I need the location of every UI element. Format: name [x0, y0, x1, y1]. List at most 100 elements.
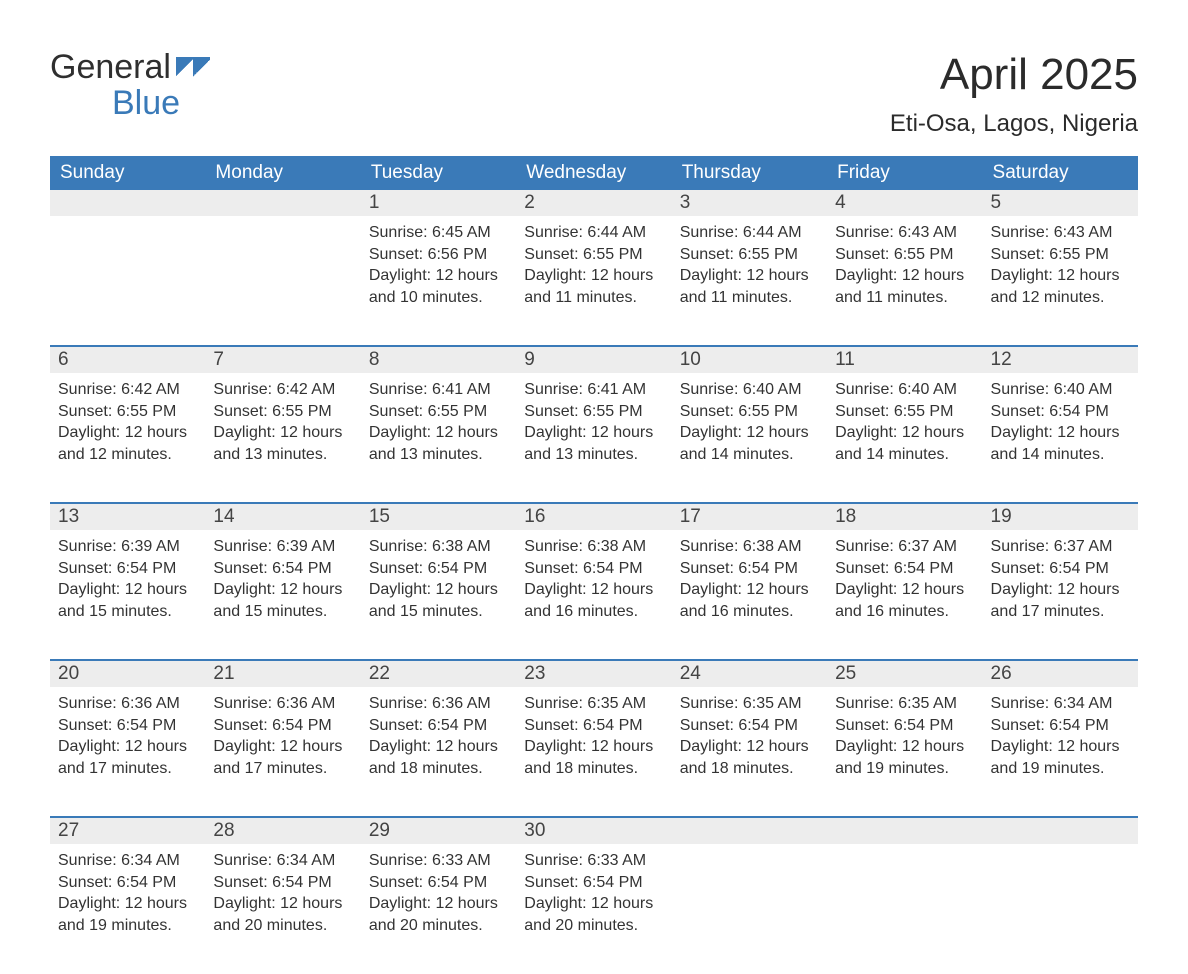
sunset-line-label: Sunset:	[524, 874, 578, 891]
sunrise-line: Sunrise: 6:34 AM	[58, 850, 197, 872]
sunset-line: Sunset: 6:55 PM	[58, 401, 197, 423]
day-details-cell: Sunrise: 6:45 AMSunset: 6:56 PMDaylight:…	[361, 216, 516, 346]
sunrise-line-label: Sunrise:	[213, 381, 272, 398]
daylight-line: Daylight: 12 hours and 11 minutes.	[524, 265, 663, 308]
daylight-line: Daylight: 12 hours and 13 minutes.	[213, 422, 352, 465]
sunset-line-value: 6:54 PM	[738, 717, 798, 734]
sunrise-line: Sunrise: 6:40 AM	[680, 379, 819, 401]
sunrise-line-label: Sunrise:	[213, 852, 272, 869]
daylight-line: Daylight: 12 hours and 17 minutes.	[213, 736, 352, 779]
sunrise-line-label: Sunrise:	[369, 224, 428, 241]
sunset-line-value: 6:54 PM	[272, 560, 332, 577]
day-details-cell: Sunrise: 6:34 AMSunset: 6:54 PMDaylight:…	[205, 844, 360, 974]
day-details-cell: Sunrise: 6:33 AMSunset: 6:54 PMDaylight:…	[361, 844, 516, 974]
sunrise-line-label: Sunrise:	[369, 695, 428, 712]
sunset-line-value: 6:54 PM	[272, 717, 332, 734]
daylight-line-label: Daylight:	[524, 267, 586, 284]
daynum-row: 13141516171819	[50, 503, 1138, 530]
day-number-cell: 26	[983, 660, 1138, 687]
day-number-cell: 28	[205, 817, 360, 844]
sunset-line: Sunset: 6:54 PM	[680, 558, 819, 580]
sunrise-line: Sunrise: 6:43 AM	[991, 222, 1130, 244]
daylight-line-label: Daylight:	[835, 738, 897, 755]
day-details-cell	[205, 216, 360, 346]
sunset-line: Sunset: 6:55 PM	[524, 244, 663, 266]
sunrise-line: Sunrise: 6:36 AM	[213, 693, 352, 715]
sunset-line-value: 6:54 PM	[583, 874, 643, 891]
day-number: 22	[369, 663, 390, 684]
daylight-line: Daylight: 12 hours and 16 minutes.	[680, 579, 819, 622]
sunrise-line-value: 6:42 AM	[121, 381, 180, 398]
day-details-cell: Sunrise: 6:37 AMSunset: 6:54 PMDaylight:…	[983, 530, 1138, 660]
day-number: 30	[524, 820, 545, 841]
daylight-line: Daylight: 12 hours and 19 minutes.	[58, 893, 197, 936]
sunset-line-value: 6:56 PM	[428, 246, 488, 263]
sunrise-line-label: Sunrise:	[524, 381, 583, 398]
sunset-line-label: Sunset:	[680, 246, 734, 263]
sunset-line-value: 6:54 PM	[1049, 717, 1109, 734]
sunrise-line: Sunrise: 6:42 AM	[213, 379, 352, 401]
sunset-line-value: 6:54 PM	[428, 874, 488, 891]
sunset-line-value: 6:54 PM	[272, 874, 332, 891]
sunset-line-label: Sunset:	[369, 403, 423, 420]
sunset-line-label: Sunset:	[835, 560, 889, 577]
daynum-row: 6789101112	[50, 346, 1138, 373]
sunset-line-label: Sunset:	[369, 874, 423, 891]
sunset-line-label: Sunset:	[369, 717, 423, 734]
sunrise-line-label: Sunrise:	[369, 381, 428, 398]
sunset-line-value: 6:54 PM	[428, 717, 488, 734]
sunset-line: Sunset: 6:54 PM	[369, 872, 508, 894]
sunrise-line-value: 6:38 AM	[432, 538, 491, 555]
sunrise-line-label: Sunrise:	[835, 224, 894, 241]
daynum-row: 12345	[50, 190, 1138, 216]
sunrise-line: Sunrise: 6:41 AM	[524, 379, 663, 401]
daylight-line: Daylight: 12 hours and 20 minutes.	[524, 893, 663, 936]
daylight-line-label: Daylight:	[369, 895, 431, 912]
day-number-cell: 17	[672, 503, 827, 530]
day-number: 3	[680, 192, 691, 213]
sunset-line-label: Sunset:	[680, 560, 734, 577]
day-number: 9	[524, 349, 535, 370]
daylight-line: Daylight: 12 hours and 15 minutes.	[58, 579, 197, 622]
day-details-cell: Sunrise: 6:40 AMSunset: 6:55 PMDaylight:…	[672, 373, 827, 503]
sunrise-line-label: Sunrise:	[991, 538, 1050, 555]
day-number-cell: 29	[361, 817, 516, 844]
day-number-cell: 7	[205, 346, 360, 373]
sunrise-line-value: 6:39 AM	[121, 538, 180, 555]
daylight-line: Daylight: 12 hours and 14 minutes.	[991, 422, 1130, 465]
sunrise-line-label: Sunrise:	[680, 224, 739, 241]
day-number-cell: 4	[827, 190, 982, 216]
sunset-line-value: 6:55 PM	[894, 403, 954, 420]
day-number: 25	[835, 663, 856, 684]
sunset-line: Sunset: 6:54 PM	[991, 558, 1130, 580]
sunrise-line-label: Sunrise:	[58, 852, 117, 869]
daylight-line: Daylight: 12 hours and 18 minutes.	[524, 736, 663, 779]
sunrise-line: Sunrise: 6:44 AM	[524, 222, 663, 244]
day-number: 21	[213, 663, 234, 684]
daylight-line: Daylight: 12 hours and 12 minutes.	[58, 422, 197, 465]
day-details-cell	[827, 844, 982, 974]
day-details-cell: Sunrise: 6:33 AMSunset: 6:54 PMDaylight:…	[516, 844, 671, 974]
day-details-cell: Sunrise: 6:43 AMSunset: 6:55 PMDaylight:…	[983, 216, 1138, 346]
sunrise-line-value: 6:35 AM	[587, 695, 646, 712]
daylight-line-label: Daylight:	[835, 424, 897, 441]
sunset-line-value: 6:54 PM	[117, 874, 177, 891]
day-number-cell	[205, 190, 360, 216]
sunset-line: Sunset: 6:55 PM	[524, 401, 663, 423]
day-details-cell: Sunrise: 6:43 AMSunset: 6:55 PMDaylight:…	[827, 216, 982, 346]
day-number-cell: 3	[672, 190, 827, 216]
daylight-line-label: Daylight:	[369, 267, 431, 284]
daylight-line: Daylight: 12 hours and 14 minutes.	[835, 422, 974, 465]
daynum-row: 20212223242526	[50, 660, 1138, 687]
day-number-cell: 23	[516, 660, 671, 687]
calendar-body: 12345Sunrise: 6:45 AMSunset: 6:56 PMDayl…	[50, 190, 1138, 974]
day-number-cell: 16	[516, 503, 671, 530]
day-details-cell: Sunrise: 6:39 AMSunset: 6:54 PMDaylight:…	[205, 530, 360, 660]
day-number: 23	[524, 663, 545, 684]
sunset-line-value: 6:54 PM	[117, 560, 177, 577]
daylight-line-label: Daylight:	[835, 581, 897, 598]
sunrise-line-label: Sunrise:	[524, 538, 583, 555]
sunset-line: Sunset: 6:54 PM	[58, 872, 197, 894]
sunset-line: Sunset: 6:54 PM	[369, 715, 508, 737]
day-details-cell: Sunrise: 6:35 AMSunset: 6:54 PMDaylight:…	[672, 687, 827, 817]
